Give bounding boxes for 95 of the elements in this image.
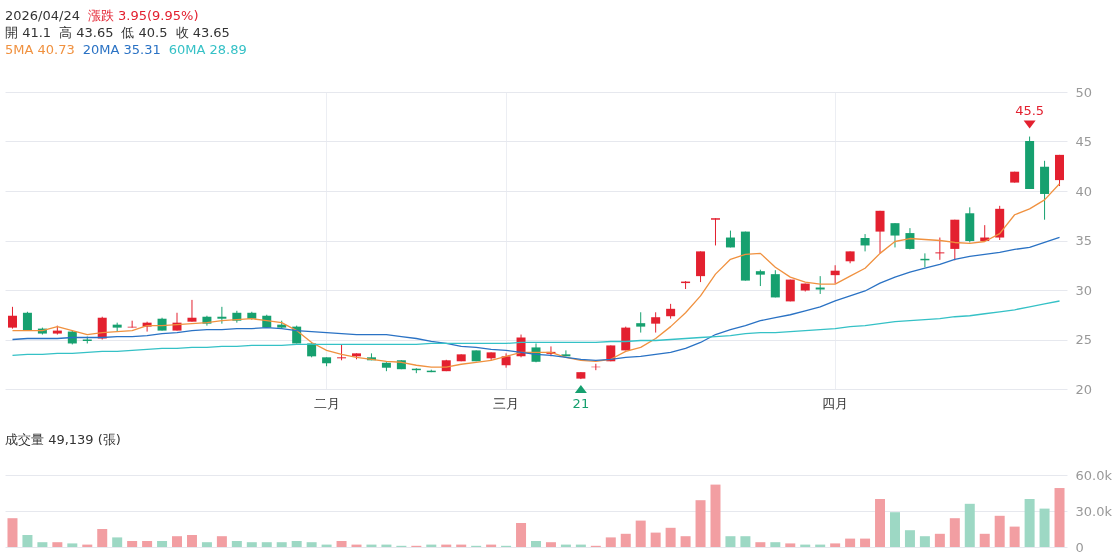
bar (291, 541, 302, 547)
text: 開 41.1 (5, 24, 52, 41)
bar (830, 543, 841, 547)
bar (336, 541, 347, 547)
bar (665, 527, 676, 547)
bar (740, 536, 751, 547)
bar (186, 535, 197, 547)
bar (695, 500, 706, 547)
candlestick (651, 311, 661, 334)
line-series (11, 300, 1061, 356)
bar (964, 503, 975, 547)
bar (650, 532, 661, 547)
bar (261, 542, 272, 547)
line-series (11, 236, 1061, 361)
y-tick-label: 0 (1075, 539, 1084, 555)
bar (172, 536, 183, 547)
candlestick (127, 320, 137, 329)
y-tick-label: 30 (1075, 282, 1093, 298)
bar (785, 543, 796, 547)
bar (605, 537, 616, 547)
line-series (11, 183, 1061, 368)
bar (934, 533, 945, 547)
bar (904, 530, 915, 547)
y-tick-label: 35 (1075, 233, 1093, 248)
bar (276, 542, 287, 547)
bar (994, 515, 1005, 547)
bar (231, 541, 242, 547)
bar (889, 512, 900, 547)
y-tick-label: 50 (1075, 84, 1093, 100)
candlestick (875, 210, 885, 254)
bar (1009, 526, 1020, 547)
bar (22, 535, 33, 547)
bar (157, 541, 168, 547)
x-tick-label: 二月 (313, 395, 340, 411)
text: 高 43.65 (59, 24, 114, 41)
y-tick-label: 40 (1075, 183, 1093, 199)
y-tick-label: 60.0k (1075, 467, 1113, 483)
bar (142, 541, 153, 547)
candlestick (710, 217, 720, 246)
text: 低 40.5 (121, 24, 168, 41)
bar (710, 484, 721, 547)
text: 收 43.65 (175, 24, 230, 41)
y-tick-label: 20 (1075, 381, 1093, 397)
bar (680, 536, 691, 547)
bar (620, 533, 631, 547)
candlestick (7, 306, 17, 330)
text: 20MA 35.31 (82, 41, 161, 58)
y-tick-label: 25 (1075, 332, 1093, 347)
candlestick (187, 299, 197, 323)
bar (845, 538, 856, 547)
bar (97, 529, 108, 547)
bar (516, 523, 527, 547)
bar (52, 542, 63, 547)
bar (875, 499, 886, 547)
annotation: 45.5 (1015, 102, 1045, 118)
candlestick (217, 306, 227, 325)
bar (979, 533, 990, 547)
bar (7, 518, 18, 547)
y-tick-label: 45 (1075, 134, 1093, 149)
bar (306, 542, 317, 547)
bar (755, 542, 766, 547)
bar (919, 536, 930, 547)
candlestick (830, 264, 840, 285)
bar (1039, 508, 1050, 547)
y-tick-label: 30.0k (1075, 503, 1113, 519)
bar (246, 542, 257, 547)
bar (216, 536, 227, 547)
bar (635, 520, 646, 547)
candlestick (890, 222, 900, 248)
chart-title: 2026/04/24 (5, 7, 80, 24)
candlestick (935, 237, 945, 261)
text: 5MA 40.73 (5, 41, 75, 58)
bar (127, 541, 138, 547)
bar (770, 542, 781, 547)
bar (545, 542, 556, 547)
text: 21 (572, 396, 590, 412)
chart-title: 成交量 49,139 (張) (5, 432, 121, 447)
bar (67, 543, 78, 547)
bar (860, 538, 871, 547)
chart-subtitle: 漲跌 3.95(9.95%) (87, 7, 199, 24)
candlestick (636, 311, 646, 334)
bar (112, 537, 123, 547)
candlestick (97, 316, 107, 340)
x-tick-label: 三月 (493, 395, 520, 411)
candlestick (860, 233, 870, 252)
bar (37, 542, 48, 547)
x-tick-label: 四月 (822, 395, 849, 411)
bar (1054, 488, 1065, 547)
bar (531, 541, 541, 547)
candlestick (770, 269, 780, 298)
bar (201, 542, 212, 547)
bar (1024, 499, 1035, 547)
bar (725, 536, 736, 547)
bar (949, 518, 960, 547)
text: 60MA 28.89 (168, 41, 247, 58)
